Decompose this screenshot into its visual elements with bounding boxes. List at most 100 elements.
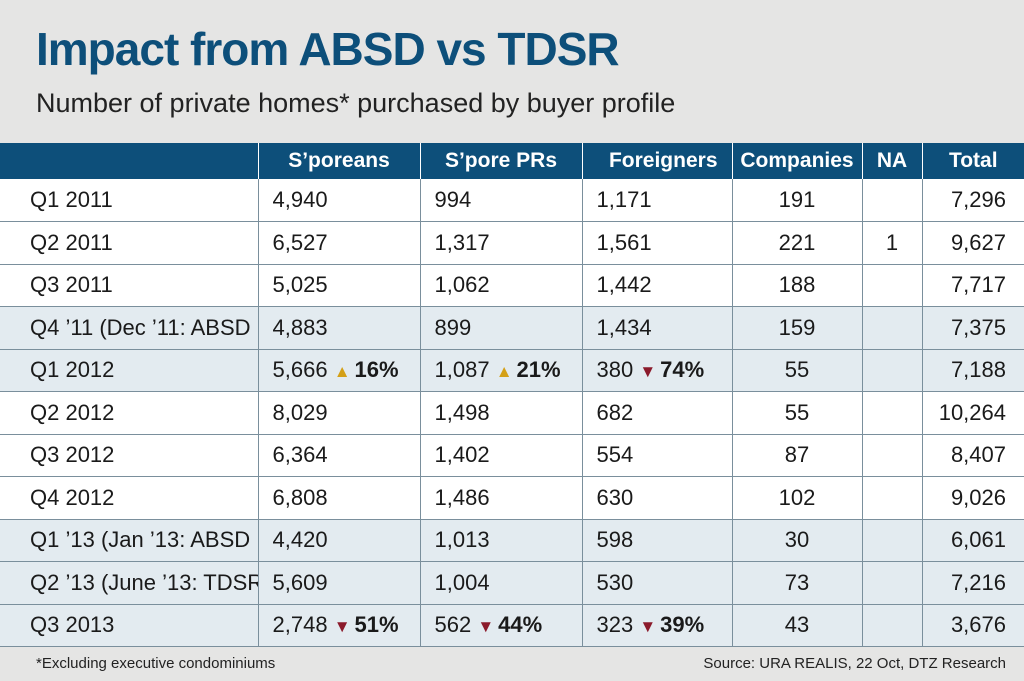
foreigners-cell: 630 bbox=[581, 476, 732, 520]
na-cell bbox=[861, 349, 922, 392]
companies-cell: 87 bbox=[731, 434, 862, 477]
sporeans-cell: 4,883 bbox=[257, 306, 420, 350]
period-cell: Q1 ’13 (Jan ’13: ABSD II) bbox=[0, 519, 258, 562]
column-header-period bbox=[0, 143, 258, 179]
total-cell: 7,375 bbox=[921, 306, 1024, 350]
period-label: Q1 ’13 bbox=[30, 527, 95, 553]
sporeans-cell: 6,527 bbox=[257, 221, 420, 265]
total-cell: 9,627 bbox=[921, 221, 1024, 265]
total-cell: 7,296 bbox=[921, 179, 1024, 222]
period-cell: Q3 2013 bbox=[0, 604, 258, 647]
na-cell bbox=[861, 306, 922, 350]
spore-prs-cell: 899 bbox=[419, 306, 582, 350]
foreigners-cell: 1,561 bbox=[581, 221, 732, 265]
triangle-down-icon: ▼ bbox=[477, 617, 495, 637]
sporeans-cell-change: 51% bbox=[354, 612, 399, 638]
foreigners-cell-value: 554 bbox=[596, 442, 634, 468]
foreigners-cell: 682 bbox=[581, 391, 732, 435]
foreigners-cell-value: 380 bbox=[596, 357, 634, 383]
foreigners-cell: 323 ▼ 39% bbox=[581, 604, 732, 647]
sporeans-cell-value: 6,527 bbox=[272, 229, 328, 255]
period-cell: Q1 2012 bbox=[0, 349, 258, 392]
sporeans-cell-change: 16% bbox=[354, 357, 399, 383]
source-note: Source: URA REALIS, 22 Oct, DTZ Research bbox=[703, 655, 1006, 672]
foreigners-cell: 1,171 bbox=[581, 179, 732, 222]
companies-cell: 191 bbox=[731, 179, 862, 222]
column-header-na: NA bbox=[861, 143, 922, 179]
period-cell: Q2 ’13 (June ’13: TDSR) bbox=[0, 561, 258, 605]
companies-cell: 221 bbox=[731, 221, 862, 265]
period-cell: Q4 2012 bbox=[0, 476, 258, 520]
companies-cell: 159 bbox=[731, 306, 862, 350]
sporeans-cell: 6,808 bbox=[257, 476, 420, 520]
foreigners-cell: 530 bbox=[581, 561, 732, 605]
table-row: Q1 2011 4,940 994 1,171 191 7,296 bbox=[0, 179, 1024, 222]
na-cell bbox=[861, 264, 922, 307]
header-row: S’poreans S’pore PRs Foreigners Companie… bbox=[0, 143, 1024, 179]
foreigners-cell-value: 1,434 bbox=[596, 314, 652, 340]
na-cell bbox=[861, 434, 922, 477]
table-row: Q2 ’13 (June ’13: TDSR) 5,609 1,004 530 73 7,… bbox=[0, 561, 1024, 605]
period-label: Q4 ’11 bbox=[30, 314, 94, 340]
period-label: Q2 2011 bbox=[30, 229, 113, 255]
total-cell: 7,216 bbox=[921, 561, 1024, 605]
table-row: Q3 2011 5,025 1,062 1,442 188 7,717 bbox=[0, 264, 1024, 307]
spore-prs-cell-value: 1,486 bbox=[434, 484, 490, 510]
spore-prs-cell: 562 ▼ 44% bbox=[419, 604, 582, 647]
period-label: Q3 2012 bbox=[30, 442, 115, 468]
na-cell bbox=[861, 561, 922, 605]
total-cell: 6,061 bbox=[921, 519, 1024, 562]
foreigners-cell: 1,442 bbox=[581, 264, 732, 307]
column-header-sporeans: S’poreans bbox=[257, 143, 420, 179]
period-cell: Q3 2011 bbox=[0, 264, 258, 307]
data-table: S’poreans S’pore PRs Foreigners Companie… bbox=[0, 143, 1024, 647]
spore-prs-cell-value: 1,013 bbox=[434, 527, 490, 553]
spore-prs-cell: 1,062 bbox=[419, 264, 582, 307]
period-label: Q2 2012 bbox=[30, 399, 115, 425]
sporeans-cell: 5,609 bbox=[257, 561, 420, 605]
foreigners-cell: 1,434 bbox=[581, 306, 732, 350]
period-cell: Q2 2012 bbox=[0, 391, 258, 435]
period-label: Q4 2012 bbox=[30, 484, 115, 510]
sporeans-cell-value: 4,940 bbox=[272, 187, 328, 212]
companies-cell: 188 bbox=[731, 264, 862, 307]
period-note: (Jan ’13: ABSD II) bbox=[100, 527, 258, 553]
companies-cell: 55 bbox=[731, 349, 862, 392]
spore-prs-cell-value: 1,062 bbox=[434, 272, 490, 298]
total-cell: 3,676 bbox=[921, 604, 1024, 647]
period-label: Q2 ’13 bbox=[30, 569, 95, 595]
foreigners-cell: 380 ▼ 74% bbox=[581, 349, 732, 392]
spore-prs-cell-value: 1,498 bbox=[434, 399, 490, 425]
companies-cell: 102 bbox=[731, 476, 862, 520]
period-note: (June ’13: TDSR) bbox=[100, 569, 258, 595]
spore-prs-cell: 1,087 ▲ 21% bbox=[419, 349, 582, 392]
sporeans-cell-value: 4,883 bbox=[272, 314, 328, 340]
sporeans-cell: 6,364 bbox=[257, 434, 420, 477]
column-header-total: Total bbox=[921, 143, 1024, 179]
sporeans-cell-value: 5,666 bbox=[272, 357, 328, 383]
foreigners-cell: 598 bbox=[581, 519, 732, 562]
spore-prs-cell: 1,486 bbox=[419, 476, 582, 520]
period-note: (Dec ’11: ABSD I) bbox=[99, 314, 258, 340]
table-body: Q1 2011 4,940 994 1,171 191 7,296 Q2 2011 6,527… bbox=[0, 179, 1024, 647]
table-row: Q1 2012 5,666 ▲ 16% 1,087 ▲ 21% 380 ▼ 74% 55 7,1… bbox=[0, 349, 1024, 392]
period-cell: Q4 ’11 (Dec ’11: ABSD I) bbox=[0, 306, 258, 350]
foreigners-cell-value: 323 bbox=[596, 612, 634, 638]
sporeans-cell: 4,940 bbox=[257, 179, 420, 222]
spore-prs-cell: 1,498 bbox=[419, 391, 582, 435]
foreigners-cell-value: 630 bbox=[596, 484, 634, 510]
table-row: Q4 ’11 (Dec ’11: ABSD I) 4,883 899 1,434 159… bbox=[0, 306, 1024, 350]
table-row: Q1 ’13 (Jan ’13: ABSD II) 4,420 1,013 598 30… bbox=[0, 519, 1024, 562]
spore-prs-cell-value: 1,317 bbox=[434, 229, 490, 255]
spore-prs-cell-value: 562 bbox=[434, 612, 472, 638]
triangle-down-icon: ▼ bbox=[333, 617, 351, 637]
period-label: Q1 2011 bbox=[30, 187, 113, 212]
chart-title: Impact from ABSD vs TDSR bbox=[36, 23, 620, 75]
table-row: Q3 2012 6,364 1,402 554 87 8,407 bbox=[0, 434, 1024, 477]
na-cell bbox=[861, 519, 922, 562]
table-row: Q3 2013 2,748 ▼ 51% 562 ▼ 44% 323 ▼ 39% 43 3,676 bbox=[0, 604, 1024, 647]
data-table-container: S’poreans S’pore PRs Foreigners Companie… bbox=[0, 143, 1024, 647]
spore-prs-cell: 994 bbox=[419, 179, 582, 222]
spore-prs-cell: 1,004 bbox=[419, 561, 582, 605]
total-cell: 9,026 bbox=[921, 476, 1024, 520]
